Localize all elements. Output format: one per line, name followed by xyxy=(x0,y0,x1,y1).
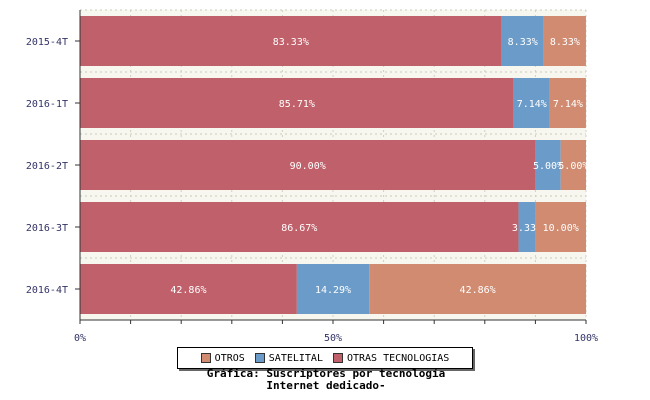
data-label: 90.00% xyxy=(290,161,326,172)
y-tick-label: 2016-4T xyxy=(26,285,68,296)
data-label: 85.71% xyxy=(279,99,315,110)
chart-title-line-1: Gráfica: Suscriptores por tecnología xyxy=(206,367,446,380)
data-label: 42.86% xyxy=(460,285,496,296)
bar-segment xyxy=(296,264,370,314)
bar-segment xyxy=(513,78,550,128)
bar-segment xyxy=(549,78,586,128)
data-label: 7.14% xyxy=(517,99,547,110)
legend-swatch-otras-tecnologias xyxy=(332,353,343,363)
data-label: 7.14% xyxy=(553,99,583,110)
bar-segment xyxy=(543,16,586,66)
data-label: 5.00% xyxy=(558,161,588,172)
data-label: 14.29% xyxy=(315,285,351,296)
legend-swatch-otros xyxy=(200,353,211,363)
x-tick-label: 100% xyxy=(574,333,598,344)
data-label: 8.33% xyxy=(508,37,538,48)
bar-segment xyxy=(560,140,586,190)
x-tick-label: 50% xyxy=(324,333,342,344)
legend-swatch-satelital xyxy=(254,353,265,363)
data-label: 42.86% xyxy=(170,285,206,296)
legend-label-otras-tecnologias: OTRAS TECNOLOGIAS xyxy=(346,352,450,364)
legend-item-otros: OTROS xyxy=(200,352,245,364)
bar-segment xyxy=(518,202,536,252)
y-tick-label: 2016-1T xyxy=(26,99,68,110)
stacked-bar-chart: 83.33% 8.33% 8.33% 2015-4T 85.71% 7.14% 7.14% 2… xyxy=(26,9,598,344)
legend-label-satelital: SATELITAL xyxy=(268,352,323,364)
data-label: 86.67% xyxy=(281,223,317,234)
data-label: 10.00% xyxy=(543,223,579,234)
y-tick-label: 2016-2T xyxy=(26,161,68,172)
y-tick-label: 2016-3T xyxy=(26,223,68,234)
legend-item-satelital: SATELITAL xyxy=(254,352,323,364)
bar-segment xyxy=(501,16,544,66)
data-label: 5.00% xyxy=(533,161,563,172)
legend-label-otros: OTROS xyxy=(214,352,245,364)
bar-segment xyxy=(535,202,586,252)
data-label: 8.33% xyxy=(550,37,580,48)
bar-segment xyxy=(80,140,536,190)
data-label: 83.33% xyxy=(273,37,309,48)
bar-segment xyxy=(535,140,561,190)
bar-segment xyxy=(80,264,297,314)
chart-title-line-2: Internet dedicado- xyxy=(266,379,386,392)
data-label: 3.33% xyxy=(512,223,542,234)
bar-segment xyxy=(369,264,587,314)
bar-segment xyxy=(80,78,514,128)
legend-item-otras-tecnologias: OTRAS TECNOLOGIAS xyxy=(332,352,450,364)
y-tick-label: 2015-4T xyxy=(26,37,68,48)
x-tick-label: 0% xyxy=(74,333,86,344)
chart-title: Gráfica: Suscriptores por tecnología Int… xyxy=(0,368,650,392)
bar-segment xyxy=(80,16,502,66)
bar-segment xyxy=(80,202,519,252)
chart-legend: OTROS SATELITAL OTRAS TECNOLOGIAS xyxy=(177,347,473,369)
